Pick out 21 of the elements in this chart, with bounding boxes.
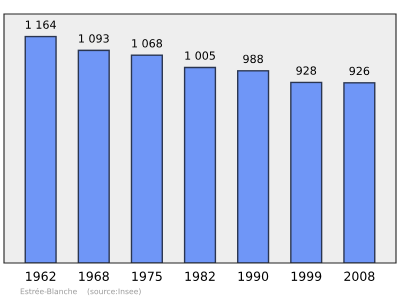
data-label: 1 093: [79, 34, 109, 43]
x-tick-label: 1975: [132, 272, 162, 282]
data-label: 1 005: [185, 51, 215, 60]
data-label: 1 068: [132, 39, 162, 48]
x-tick-label: 1990: [238, 272, 268, 282]
bar: [24, 36, 57, 263]
data-label: 928: [296, 66, 316, 75]
x-tick-label: 1968: [79, 272, 109, 282]
data-label: 926: [349, 66, 370, 76]
x-tick-label: 1962: [26, 272, 56, 282]
x-tick-label: 1999: [292, 272, 322, 282]
bar: [78, 50, 110, 263]
bar: [237, 70, 270, 263]
data-label: 988: [243, 54, 263, 64]
x-tick-label: 2008: [344, 272, 374, 282]
bar: [343, 82, 376, 263]
x-tick-label: 1982: [185, 272, 215, 282]
bar: [130, 54, 163, 263]
bar: [290, 82, 322, 263]
data-label: 1 164: [26, 20, 56, 29]
bar: [184, 66, 216, 263]
